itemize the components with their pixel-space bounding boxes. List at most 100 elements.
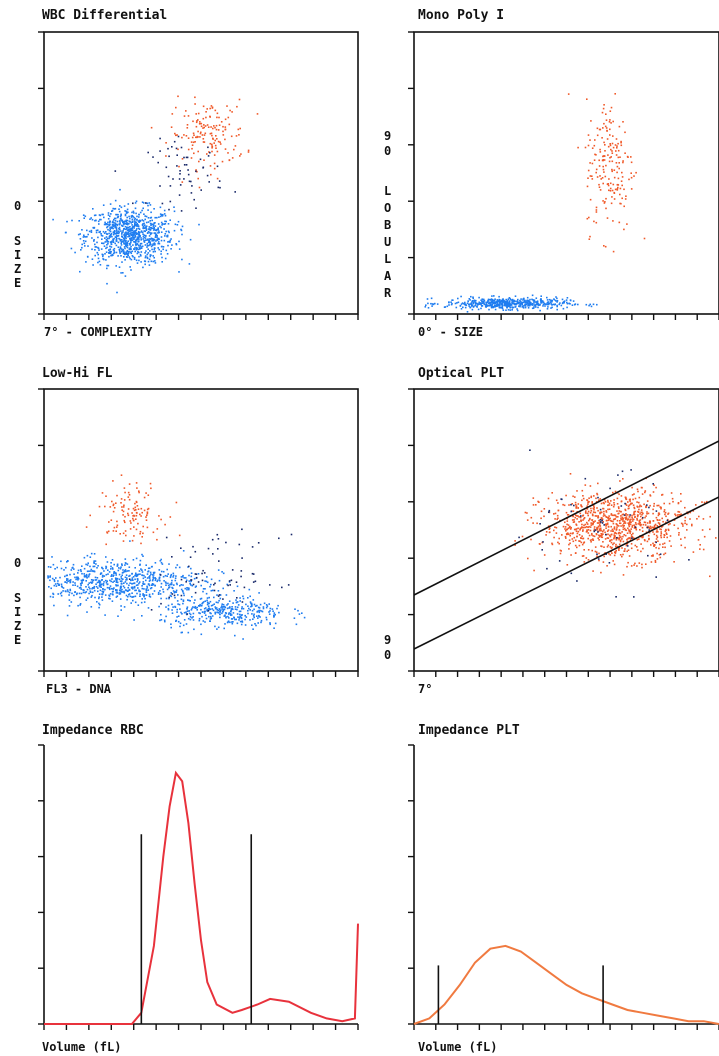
wbc-point xyxy=(122,240,124,243)
lowhi-point xyxy=(265,616,268,619)
mono-point xyxy=(502,309,505,311)
lowhi-point xyxy=(298,613,301,615)
wbc-point xyxy=(111,235,113,238)
lowhi-point xyxy=(139,595,141,597)
mono-y-top-label: 9 xyxy=(384,129,391,143)
mono-point xyxy=(608,189,610,192)
optplt-point xyxy=(596,493,599,496)
lowhi-point xyxy=(148,583,150,585)
lowhi-point xyxy=(151,593,154,595)
mono-point xyxy=(511,302,513,304)
mono-point xyxy=(609,128,611,131)
lowhi-point xyxy=(181,631,183,634)
optplt-point xyxy=(661,526,663,528)
optplt-point xyxy=(715,537,717,539)
wbc-point xyxy=(125,234,127,236)
mono-point xyxy=(487,302,490,305)
wbc-point xyxy=(164,220,166,223)
lowhi-point xyxy=(105,543,107,546)
wbc-point xyxy=(138,235,141,238)
lowhi-point xyxy=(89,514,91,517)
wbc-point xyxy=(112,225,115,228)
optplt-point xyxy=(633,524,635,526)
mono-point xyxy=(635,171,637,174)
lowhi-point xyxy=(125,562,127,565)
optplt-point xyxy=(597,482,599,485)
wbc-point xyxy=(136,218,138,221)
lowhi-point xyxy=(105,495,107,497)
optplt-point xyxy=(620,500,623,503)
optplt-point xyxy=(667,512,670,515)
wbc-point xyxy=(185,156,188,159)
lowhi-point xyxy=(141,598,143,600)
optplt-point xyxy=(659,543,661,546)
wbc-point xyxy=(123,242,125,244)
wbc-point xyxy=(145,250,147,252)
wbc-point xyxy=(110,227,113,229)
lowhi-point xyxy=(122,506,125,508)
lowhi-point xyxy=(188,610,190,612)
lowhi-point xyxy=(189,616,192,618)
wbc-point xyxy=(77,233,80,236)
optplt-point xyxy=(633,493,635,495)
wbc-point xyxy=(144,218,146,221)
wbc-point xyxy=(137,244,140,247)
optplt-point xyxy=(665,529,667,532)
mono-point xyxy=(609,156,611,159)
mono-point xyxy=(431,303,434,305)
optplt-point xyxy=(643,503,645,506)
lowhi-point xyxy=(116,494,118,497)
wbc-point xyxy=(173,229,176,232)
lowhi-point xyxy=(106,561,109,563)
wbc-point xyxy=(109,221,111,224)
lowhi-point xyxy=(116,577,119,580)
wbc-point xyxy=(79,270,81,273)
wbc-point xyxy=(206,153,208,155)
optplt-point xyxy=(636,519,638,521)
optplt-point xyxy=(609,487,611,490)
optplt-point xyxy=(577,503,580,505)
wbc-point xyxy=(222,125,224,128)
wbc-point xyxy=(202,105,205,108)
mono-point xyxy=(615,150,617,152)
wbc-point xyxy=(200,131,202,134)
mono-point xyxy=(540,301,542,303)
lowhi-point xyxy=(217,626,220,629)
wbc-point xyxy=(165,230,167,233)
lowhi-point xyxy=(186,587,188,589)
wbc-point xyxy=(220,121,223,123)
lowhi-point xyxy=(143,588,145,590)
lowhi-point xyxy=(225,594,228,596)
lowhi-point xyxy=(152,578,154,581)
wbc-point xyxy=(178,178,181,180)
lowhi-point xyxy=(128,584,130,587)
wbc-point xyxy=(110,232,113,235)
lowhi-point xyxy=(112,593,114,596)
wbc-point xyxy=(127,231,129,233)
lowhi-point xyxy=(192,616,194,618)
lowhi-point xyxy=(119,533,121,535)
mono-point xyxy=(591,175,593,177)
mono-point xyxy=(546,308,549,310)
wbc-point xyxy=(83,235,86,238)
lowhi-point xyxy=(273,627,275,629)
lowhi-point xyxy=(205,592,208,595)
wbc-point xyxy=(122,252,125,255)
lowhi-point xyxy=(170,592,172,594)
optplt-point xyxy=(607,501,609,503)
mono-point xyxy=(569,299,572,302)
wbc-point xyxy=(167,244,169,247)
wbc-point xyxy=(135,241,137,243)
optplt-point xyxy=(602,507,605,510)
mono-point xyxy=(545,303,547,305)
lowhi-point xyxy=(259,609,261,612)
lowhi-point xyxy=(72,584,74,586)
lowhi-point xyxy=(141,585,143,587)
optplt-point xyxy=(661,493,664,496)
mono-point xyxy=(546,299,549,301)
lowhi-point xyxy=(248,607,250,610)
optplt-point xyxy=(614,551,616,553)
optplt-point xyxy=(612,518,615,521)
lowhi-point xyxy=(125,579,127,581)
lowhi-point xyxy=(196,606,198,609)
